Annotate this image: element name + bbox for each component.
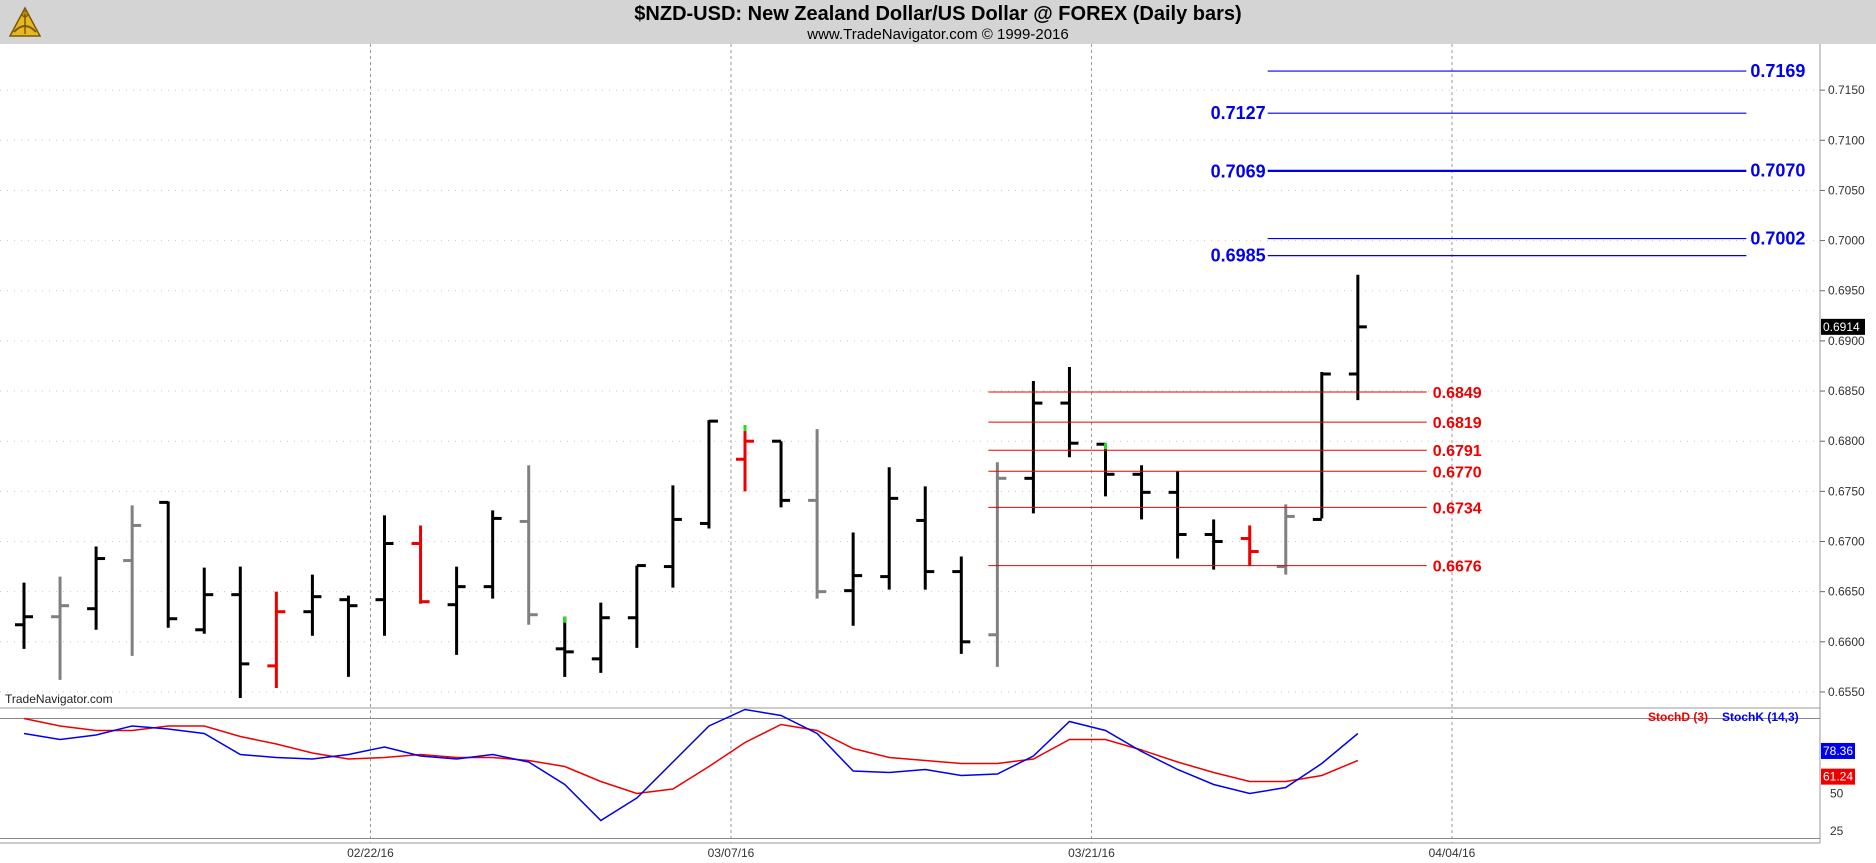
red-level-label: 0.6770	[1433, 464, 1482, 481]
ohlc-bar	[159, 500, 178, 628]
legend-stochd: StochD (3)	[1648, 710, 1708, 724]
ohlc-bar	[87, 546, 106, 630]
ohlc-bar	[1240, 525, 1259, 566]
ohlc-bar	[303, 574, 322, 636]
red-level-label: 0.6734	[1433, 500, 1482, 517]
blue-target-label: 0.7002	[1750, 229, 1805, 249]
y-tick-label: 0.6750	[1828, 484, 1865, 498]
red-level-label: 0.6819	[1433, 415, 1482, 432]
ohlc-bar	[699, 419, 718, 529]
x-tick-label: 03/07/16	[708, 846, 755, 860]
ohlc-bar	[736, 425, 754, 492]
ohlc-bar	[1348, 274, 1367, 401]
y-tick-label: 0.6800	[1828, 434, 1865, 448]
blue-target-label: 0.7127	[1211, 103, 1266, 123]
ohlc-bar	[1024, 381, 1043, 514]
ohlc-bar	[844, 532, 863, 626]
y-tick-label: 0.7100	[1828, 133, 1865, 147]
y-tick-label: 0.7150	[1828, 83, 1865, 97]
stochk-value-tag	[1821, 742, 1855, 759]
ohlc-bar	[123, 505, 142, 656]
blue-target-label: 0.7069	[1211, 161, 1266, 181]
y-tick-label: 0.6600	[1828, 635, 1865, 649]
ohlc-bar	[772, 439, 791, 508]
current-price-tag	[1821, 318, 1865, 335]
ohlc-bar	[1168, 471, 1187, 559]
ohlc-bar	[519, 465, 538, 625]
y-tick-label: 0.7050	[1828, 183, 1865, 197]
y-tick-label: 0.6550	[1828, 685, 1865, 699]
blue-target-label: 0.7169	[1750, 61, 1805, 81]
sextant-logo-icon	[8, 6, 42, 37]
ohlc-bar	[808, 429, 827, 599]
y-tick-label: 0.6650	[1828, 585, 1865, 599]
ohlc-bar	[15, 582, 33, 649]
x-tick-label: 03/21/16	[1068, 846, 1115, 860]
ohlc-bar	[339, 595, 358, 677]
ohlc-bar	[375, 515, 394, 636]
y-tick-label: 0.6950	[1828, 284, 1865, 298]
chart-header: $NZD-USD: New Zealand Dollar/US Dollar @…	[0, 0, 1876, 44]
y-tick-label: 0.6850	[1828, 384, 1865, 398]
ohlc-bar	[51, 576, 70, 680]
x-tick-label: 02/22/16	[347, 846, 394, 860]
ohlc-bar	[1096, 442, 1115, 497]
y-tick-label: 0.6900	[1828, 334, 1865, 348]
ohlc-bar	[1312, 371, 1331, 521]
stochd-value-label: 61.24	[1823, 770, 1853, 784]
blue-target-label: 0.7070	[1750, 160, 1805, 180]
ohlc-bars	[15, 274, 1367, 698]
current-price-label: 0.6914	[1823, 320, 1860, 334]
ohlc-bar	[231, 566, 250, 698]
watermark-text: TradeNavigator.com	[5, 692, 113, 706]
ohlc-bar	[591, 602, 610, 673]
ohlc-bar	[1276, 504, 1295, 575]
ohlc-bar	[952, 556, 971, 654]
ohlc-bar	[627, 564, 646, 648]
ohlc-bar	[988, 462, 1007, 667]
legend-stochk: StochK (14,3)	[1722, 710, 1799, 724]
ohlc-bar	[447, 566, 466, 655]
red-level-label: 0.6676	[1433, 559, 1482, 576]
stoch-series-line	[23, 708, 1359, 822]
red-level-label: 0.6849	[1433, 385, 1482, 402]
ohlc-bar	[880, 467, 899, 590]
ohlc-bar	[195, 567, 214, 634]
ohlc-bar	[1204, 519, 1223, 570]
red-level-label: 0.6791	[1433, 443, 1482, 460]
stoch-tick-label: 25	[1830, 824, 1844, 838]
stochd-value-tag	[1821, 768, 1855, 785]
grid-lines	[0, 44, 1820, 843]
ohlc-bar	[1060, 366, 1079, 458]
ohlc-bar	[916, 486, 935, 590]
stoch-tick-label: 50	[1830, 787, 1844, 801]
chart-subtitle: www.TradeNavigator.com © 1999-2016	[807, 26, 1069, 43]
y-tick-label: 0.6700	[1828, 535, 1865, 549]
blue-target-label: 0.6985	[1211, 246, 1266, 266]
ohlc-bar	[555, 616, 574, 677]
ohlc-bar	[483, 510, 502, 599]
ohlc-bar	[663, 485, 682, 588]
ohlc-bar	[267, 591, 286, 688]
stoch-series-line	[23, 717, 1359, 795]
ohlc-bar	[1132, 465, 1151, 520]
x-tick-label: 04/04/16	[1429, 846, 1476, 860]
ohlc-bar	[411, 525, 430, 604]
stochk-value-label: 78.36	[1823, 744, 1853, 758]
chart-title: $NZD-USD: New Zealand Dollar/US Dollar @…	[634, 3, 1242, 25]
y-tick-label: 0.7000	[1828, 234, 1865, 248]
